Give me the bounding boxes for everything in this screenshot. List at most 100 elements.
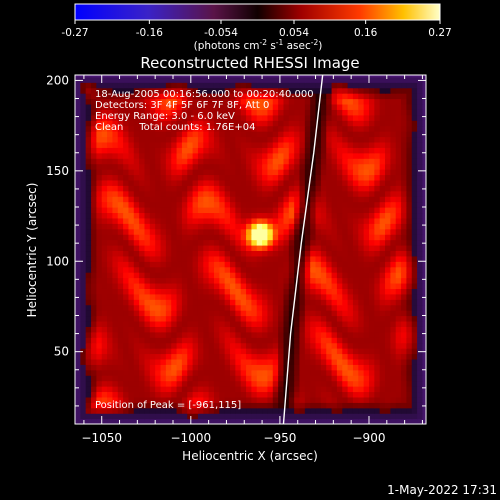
heatmap-cell (320, 402, 327, 409)
heatmap-cell (374, 244, 381, 252)
heatmap-cell (224, 196, 231, 203)
heatmap-cell (251, 98, 258, 105)
heatmap-cell (96, 337, 103, 344)
heatmap-cell (96, 223, 103, 230)
heatmap-cell (331, 201, 338, 208)
heatmap-cell (235, 76, 242, 83)
heatmap-cell (406, 234, 413, 241)
heatmap-cell (422, 228, 426, 235)
heatmap-cell (96, 82, 103, 89)
heatmap-cell (171, 304, 178, 311)
heatmap-cell (395, 337, 402, 344)
heatmap-cell (363, 212, 370, 219)
heatmap-cell (219, 413, 226, 420)
heatmap-cell (422, 212, 426, 219)
heatmap-cell (123, 272, 130, 279)
heatmap-cell (336, 223, 343, 230)
heatmap-cell (230, 299, 236, 306)
heatmap-cell (411, 223, 418, 230)
heatmap-cell (176, 190, 183, 197)
heatmap-cell (401, 369, 408, 376)
heatmap-cell (213, 158, 220, 165)
heatmap-cell (96, 369, 103, 376)
heatmap-cell (181, 364, 188, 371)
heatmap-cell (123, 152, 130, 159)
heatmap-cell (401, 255, 408, 262)
heatmap-cell (262, 217, 269, 224)
heatmap-cell (80, 93, 87, 100)
heatmap-cell (278, 75, 285, 78)
heatmap-cell (246, 358, 252, 365)
heatmap-cell (240, 234, 247, 241)
heatmap-cell (144, 234, 151, 241)
heatmap-cell (96, 98, 103, 105)
heatmap-cell (417, 125, 424, 132)
heatmap-cell (417, 288, 424, 295)
heatmap-cell (112, 386, 119, 393)
heatmap-cell (299, 282, 306, 289)
heatmap-cell (219, 103, 226, 110)
heatmap-cell (117, 369, 124, 376)
heatmap-cell (144, 293, 151, 300)
heatmap-cell (326, 141, 333, 148)
heatmap-cell (208, 212, 215, 219)
heatmap-cell (358, 212, 365, 219)
heatmap-cell (256, 250, 263, 257)
heatmap-cell (192, 304, 199, 311)
heatmap-cell (181, 158, 188, 165)
heatmap-cell (379, 190, 386, 197)
heatmap-cell (315, 120, 322, 127)
heatmap-cell (219, 163, 226, 170)
heatmap-cell (315, 75, 322, 78)
heatmap-cell (240, 337, 247, 344)
heatmap-cell (326, 98, 333, 105)
heatmap-cell (85, 413, 92, 420)
heatmap-cell (176, 234, 183, 241)
heatmap-cell (267, 93, 274, 100)
heatmap-cell (358, 413, 365, 420)
heatmap-cell (342, 391, 349, 398)
heatmap-cell (411, 158, 418, 165)
heatmap-cell (315, 136, 322, 143)
heatmap-cell (417, 93, 424, 100)
heatmap-cell (112, 87, 119, 94)
heatmap-cell (256, 244, 263, 252)
heatmap-cell (363, 131, 370, 138)
heatmap-cell (368, 413, 375, 420)
heatmap-cell (283, 342, 290, 349)
heatmap-cell (235, 120, 242, 127)
heatmap-cell (283, 234, 290, 241)
heatmap-cell (235, 391, 242, 398)
heatmap-cell (96, 228, 103, 235)
heatmap-cell (294, 369, 301, 376)
heatmap-cell (374, 386, 381, 393)
heatmap-cell (187, 87, 194, 94)
heatmap-cell (347, 391, 354, 398)
heatmap-cell (320, 342, 327, 349)
heatmap-cell (165, 169, 172, 176)
heatmap-cell (363, 217, 370, 224)
heatmap-cell (294, 223, 301, 230)
heatmap-cell (155, 76, 162, 83)
heatmap-cell (288, 396, 295, 403)
heatmap-cell (363, 141, 370, 148)
heatmap-cell (165, 288, 172, 295)
heatmap-cell (85, 109, 92, 116)
heatmap-cell (315, 76, 322, 83)
heatmap-cell (144, 82, 151, 89)
heatmap-cell (401, 293, 408, 300)
heatmap-cell (283, 337, 290, 344)
heatmap-cell (288, 353, 295, 360)
heatmap-cell (267, 266, 274, 273)
heatmap-cell (363, 223, 370, 230)
heatmap-cell (406, 272, 413, 279)
heatmap-cell (75, 369, 81, 376)
heatmap-cell (128, 114, 135, 121)
heatmap-cell (406, 212, 413, 219)
heatmap-cell (203, 87, 210, 94)
heatmap-cell (320, 407, 327, 414)
heatmap-cell (326, 272, 333, 279)
heatmap-cell (155, 337, 162, 344)
heatmap-cell (117, 109, 124, 116)
heatmap-cell (352, 125, 359, 132)
